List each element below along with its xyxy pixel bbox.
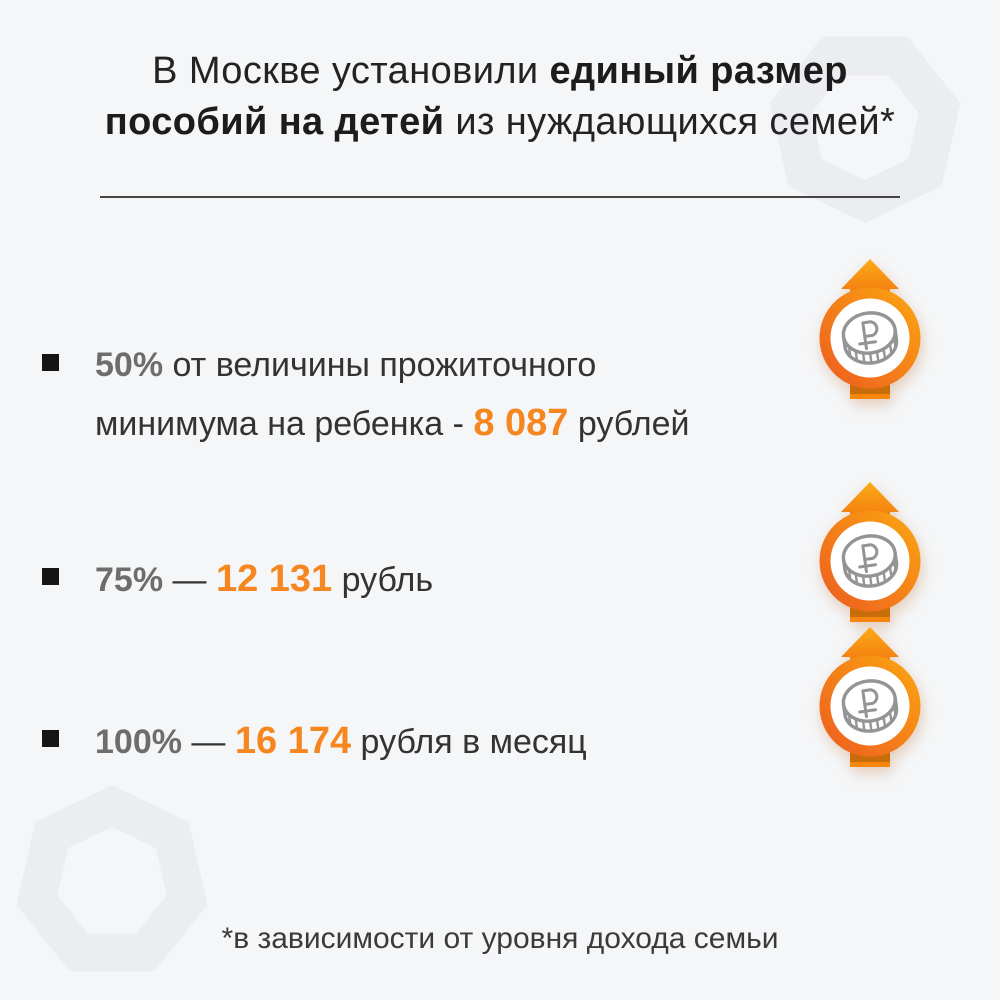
amount-value: 16 174 xyxy=(234,720,352,762)
ruble-coin-arrow-up-icon xyxy=(818,481,922,627)
percent-value: 100% xyxy=(95,723,182,761)
title-text-regular: В Москве установили xyxy=(152,50,550,92)
bullet-square-marker xyxy=(42,354,59,371)
amount-value: 12 131 xyxy=(215,558,333,600)
title-text-bold: пособий на детей xyxy=(104,101,445,143)
benefit-text: 50% от величины прожиточного минимума на … xyxy=(95,336,689,453)
title-text-regular: из нуждающихся семей* xyxy=(444,101,896,143)
benefit-text-part: от величины прожиточного xyxy=(163,346,597,384)
dash-separator: — xyxy=(163,561,216,599)
percent-value: 50% xyxy=(95,346,164,384)
benefit-row-75: 75% — 12 131 рубль xyxy=(42,550,433,609)
title-text-bold: единый размер xyxy=(549,50,848,92)
benefit-text-part: рублей xyxy=(568,405,690,443)
dash-separator: — xyxy=(181,723,235,761)
title-divider xyxy=(100,196,900,198)
benefit-row-50: 50% от величины прожиточного минимума на … xyxy=(42,336,689,453)
heptagon-watermark-top-right xyxy=(769,36,961,224)
benefit-row-100: 100% — 16 174 рубля в месяц xyxy=(42,712,587,771)
benefit-text: 75% — 12 131 рубль xyxy=(95,550,433,609)
ruble-coin-arrow-up-icon xyxy=(818,626,922,772)
bullet-square-marker xyxy=(42,730,59,747)
benefit-text-part: рубля в месяц xyxy=(351,723,587,761)
benefit-text-part: рубль xyxy=(332,561,434,599)
amount-value: 8 087 xyxy=(473,402,569,444)
percent-value: 75% xyxy=(95,561,164,599)
page-title: В Москве установили единый размер пособи… xyxy=(0,46,1000,148)
ruble-coin-arrow-up-icon xyxy=(818,258,922,404)
benefit-text: 100% — 16 174 рубля в месяц xyxy=(95,712,587,771)
footnote: *в зависимости от уровня дохода семьи xyxy=(221,922,779,955)
benefit-text-part: минимума на ребенка - xyxy=(95,405,474,443)
heptagon-watermark-bottom-left xyxy=(16,785,208,972)
bullet-square-marker xyxy=(42,568,59,585)
